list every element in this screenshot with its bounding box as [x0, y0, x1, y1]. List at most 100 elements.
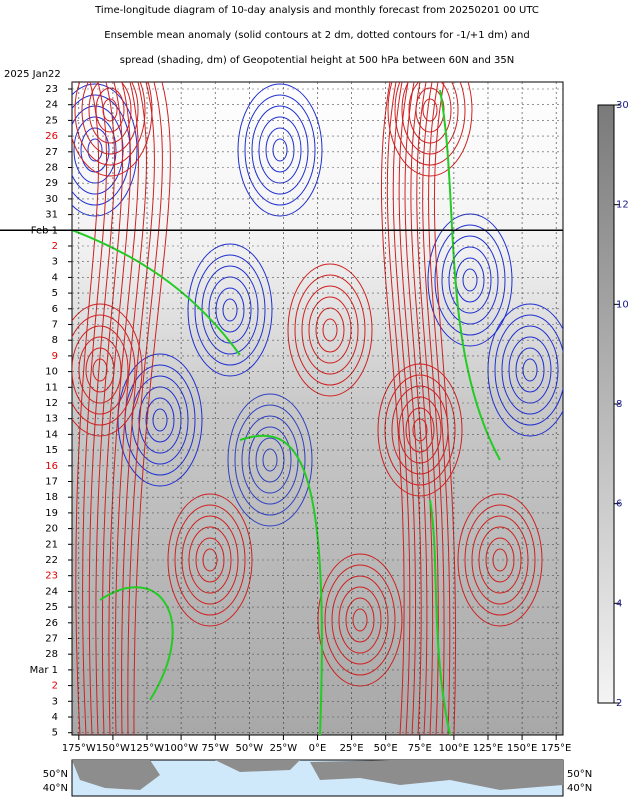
contour — [501, 325, 559, 415]
contour — [78, 336, 122, 404]
colorbar-tick-label: 12 — [616, 200, 629, 211]
contour — [255, 437, 285, 483]
contour — [152, 408, 168, 432]
contour — [138, 386, 182, 454]
map-lat-label: 50°N — [43, 769, 68, 780]
contour — [416, 82, 439, 735]
contour — [72, 303, 143, 437]
y-tick-label: 29 — [45, 178, 58, 189]
contour — [194, 254, 266, 366]
contour — [82, 82, 108, 735]
y-tick-label: 6 — [52, 304, 58, 315]
contour — [462, 268, 478, 292]
colorbar-tick-label: 2 — [616, 698, 622, 709]
grid — [0, 82, 563, 740]
x-tick-label: 25°W — [270, 743, 298, 754]
colorbar-tick-label: 6 — [616, 499, 622, 510]
contour — [95, 82, 123, 735]
map-lat-label: 40°N — [567, 783, 592, 794]
x-tick-label: 125°E — [473, 743, 503, 754]
x-tick-label: 150°W — [96, 743, 130, 754]
contour — [422, 98, 438, 122]
x-tick-label: 150°E — [507, 743, 537, 754]
contour — [81, 82, 139, 155]
y-tick-label: 22 — [45, 555, 58, 566]
contour — [308, 296, 352, 364]
y-tick-label: 28 — [45, 649, 58, 660]
title-line: spread (shading, dm) of Geopotential hei… — [120, 55, 514, 66]
colorbar — [597, 104, 615, 704]
y-tick-label: 17 — [45, 477, 58, 488]
x-tick-label: 75°E — [408, 743, 432, 754]
y-tick-label: 21 — [45, 539, 58, 550]
y-tick-label: 4 — [52, 712, 58, 723]
zero-contour — [99, 586, 174, 701]
colorbar-tick-label: 4 — [616, 598, 622, 609]
contour — [331, 575, 389, 665]
zero-contour — [439, 89, 501, 461]
y-tick-label: Feb 1 — [31, 225, 58, 236]
y-tick-label: 2 — [52, 241, 58, 252]
y-tick-label: 13 — [45, 414, 58, 425]
y-tick-label: 26 — [45, 131, 58, 142]
contour — [352, 608, 368, 632]
y-tick-label: 30 — [45, 194, 58, 205]
y-tick-label: 18 — [45, 492, 58, 503]
contour — [74, 82, 146, 166]
contour — [422, 82, 445, 735]
y-tick-label: 25 — [45, 115, 58, 126]
contour — [187, 243, 273, 377]
contour — [428, 82, 451, 735]
map-lat-label: 40°N — [43, 783, 68, 794]
contour — [244, 94, 316, 206]
y-tick-label: 15 — [45, 445, 58, 456]
y-tick-label: 12 — [45, 398, 58, 409]
contour — [262, 448, 278, 472]
x-tick-label: 50°E — [374, 743, 398, 754]
contour — [251, 105, 309, 195]
contour — [101, 82, 131, 735]
y-tick-label: 19 — [45, 508, 58, 519]
contour — [75, 82, 100, 735]
contour — [72, 314, 136, 426]
x-tick-label: 100°E — [439, 743, 469, 754]
contour — [237, 83, 323, 217]
contour — [248, 426, 292, 494]
y-tick-label: 3 — [52, 257, 58, 268]
map-lat-label: 50°N — [567, 769, 592, 780]
contour — [88, 82, 116, 735]
contour — [72, 83, 138, 217]
y-tick-label: Mar 1 — [30, 665, 58, 676]
x-tick-label: 0°E — [309, 743, 327, 754]
x-tick-label: 25°E — [340, 743, 364, 754]
contour — [301, 285, 359, 375]
contour — [392, 82, 417, 735]
contour — [487, 303, 563, 437]
contour — [427, 213, 513, 347]
contour — [174, 504, 246, 616]
y-tick-label: 24 — [45, 586, 58, 597]
contour — [222, 298, 238, 322]
y-tick-label: 27 — [45, 147, 58, 158]
y-tick-label: 28 — [45, 163, 58, 174]
title-line: Time-longitude diagram of 10-day analysi… — [94, 5, 539, 16]
contour — [234, 404, 306, 516]
contour — [265, 127, 295, 173]
contour — [404, 82, 428, 735]
contour — [121, 82, 155, 735]
y-tick-label: 25 — [45, 602, 58, 613]
contour — [241, 415, 299, 505]
contour — [322, 318, 338, 342]
contour — [464, 504, 536, 616]
contour — [522, 358, 538, 382]
contour — [387, 82, 473, 177]
contour — [145, 397, 175, 443]
contour — [338, 586, 382, 654]
y-tick-label: 8 — [52, 335, 58, 346]
y-tick-label: 3 — [52, 696, 58, 707]
y-tick-label: 5 — [52, 288, 58, 299]
contour — [287, 263, 373, 397]
y-tick-label: 31 — [45, 210, 58, 221]
contour — [380, 82, 405, 735]
